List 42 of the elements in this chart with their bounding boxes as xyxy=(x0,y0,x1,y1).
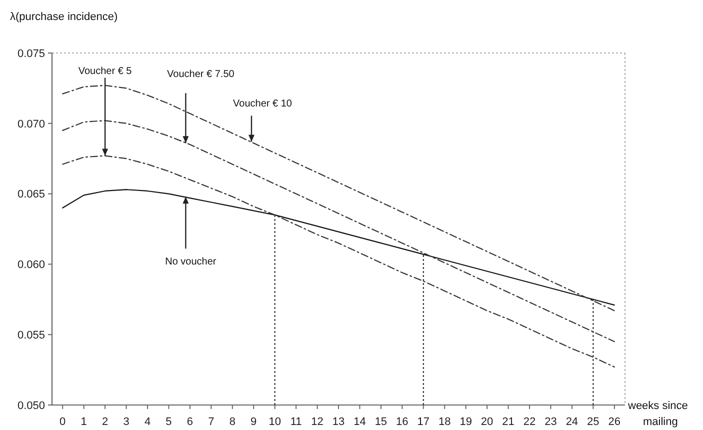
x-tick-label: 16 xyxy=(396,416,408,428)
annotation: No voucher xyxy=(165,256,217,268)
x-tick-label: 24 xyxy=(566,416,578,428)
x-axis-title: weeks since mailing xyxy=(627,400,688,428)
x-tick-label: 0 xyxy=(60,416,66,428)
x-tick-label: 17 xyxy=(417,416,430,428)
x-tick-label: 4 xyxy=(144,416,151,428)
x-tick-label: 9 xyxy=(250,416,257,428)
x-tick-label: 6 xyxy=(186,416,194,428)
line-series xyxy=(62,189,615,306)
x-tick-label: 18 xyxy=(438,416,451,428)
x-tick-label: 12 xyxy=(311,416,324,428)
x-tick-label: 23 xyxy=(544,416,557,428)
y-axis-title: λ(purchase incidence) xyxy=(10,11,118,23)
y-tick-label: 0.060 xyxy=(17,259,45,272)
x-tick-label: 26 xyxy=(608,416,621,428)
annotation: Voucher € 7.50 xyxy=(167,69,235,80)
x-tick-label: 2 xyxy=(102,416,108,428)
y-tick-label: 0.055 xyxy=(17,329,45,342)
x-tick-label: 7 xyxy=(208,416,214,428)
line-series xyxy=(62,120,615,342)
x-tick-label: 20 xyxy=(480,416,494,428)
x-tick-label: 11 xyxy=(290,416,302,428)
x-tick-label: 25 xyxy=(587,416,600,428)
x-tick-label: 14 xyxy=(354,416,366,428)
x-tick-label: 5 xyxy=(166,416,172,428)
x-tick-label: 13 xyxy=(332,416,345,428)
x-tick-label: 8 xyxy=(229,416,236,428)
y-tick-label: 0.070 xyxy=(17,118,45,130)
y-tick-label: 0.065 xyxy=(17,188,45,201)
x-tick-label: 22 xyxy=(523,416,536,428)
x-tick-label: 10 xyxy=(268,416,281,428)
x-tick-label: 15 xyxy=(374,416,388,428)
x-tick-label: 1 xyxy=(80,416,87,428)
y-tick-label: 0.050 xyxy=(17,400,45,412)
annotation: Voucher € 10 xyxy=(233,98,292,110)
x-tick-label: 21 xyxy=(502,416,514,428)
x-tick-label: 3 xyxy=(123,416,130,428)
annotation: Voucher € 5 xyxy=(78,66,132,77)
line-series xyxy=(62,84,615,312)
x-tick-label: 19 xyxy=(460,416,472,428)
y-tick-label: 0.075 xyxy=(17,48,45,60)
